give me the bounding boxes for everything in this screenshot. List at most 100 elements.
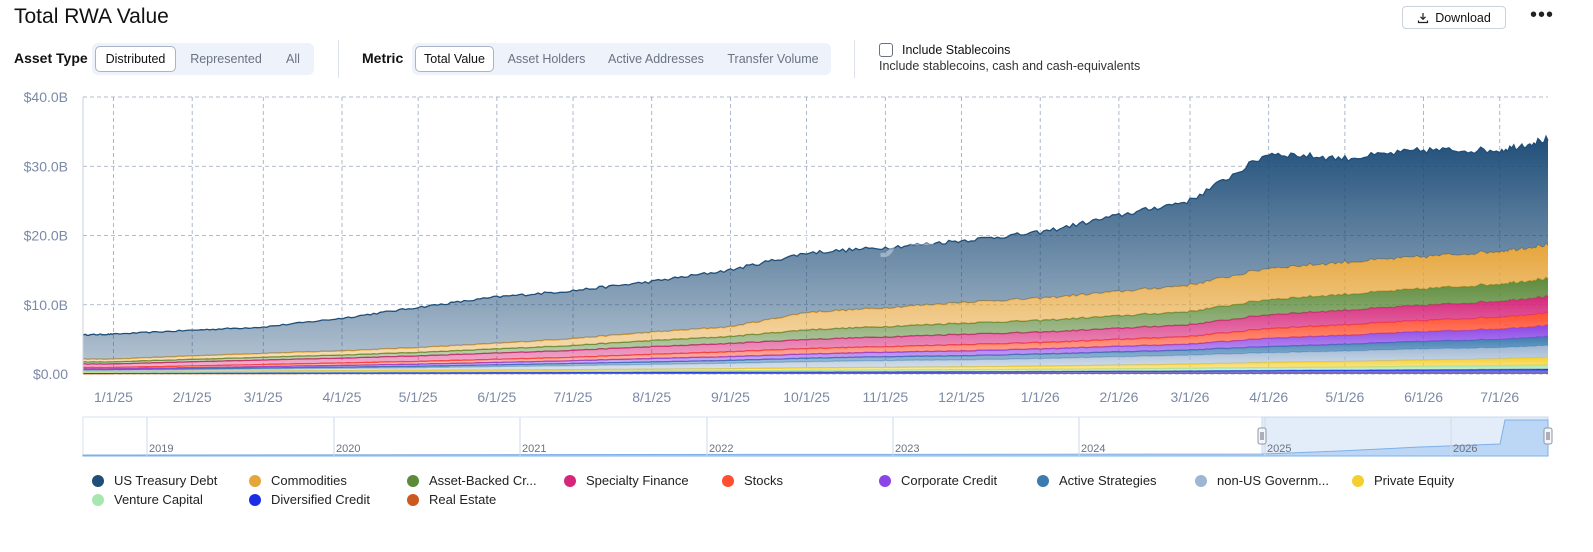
legend-item[interactable]: Stocks xyxy=(722,473,783,488)
legend-swatch xyxy=(92,474,104,487)
x-tick-label: 2/1/25 xyxy=(173,389,212,405)
navigator-year-label: 2019 xyxy=(149,443,173,455)
area-private-equity[interactable] xyxy=(83,357,1548,373)
navigator-year-label: 2022 xyxy=(709,443,733,455)
asset-type-distributed[interactable]: Distributed xyxy=(95,46,176,72)
navigator-year-label: 2024 xyxy=(1081,443,1105,455)
navigator-year-label: 2025 xyxy=(1267,443,1291,455)
watermark-globe-icon xyxy=(687,204,735,252)
legend-label: Specialty Finance xyxy=(586,473,689,488)
legend-label: Venture Capital xyxy=(114,492,203,507)
y-tick-label: $20.0B xyxy=(24,228,68,244)
asset-type-label: Asset Type xyxy=(14,50,88,66)
legend-item[interactable]: non-US Governm... xyxy=(1195,473,1329,488)
asset-type-toggle: Distributed Represented All xyxy=(92,43,314,75)
x-tick-label: 5/1/25 xyxy=(399,389,438,405)
legend-swatch xyxy=(92,493,104,506)
legend-item[interactable]: Commodities xyxy=(249,473,347,488)
navigator-year-label: 2023 xyxy=(895,443,919,455)
metric-transfer-volume[interactable]: Transfer Volume xyxy=(727,52,819,66)
legend-label: Corporate Credit xyxy=(901,473,998,488)
x-tick-label: 4/1/26 xyxy=(1249,389,1288,405)
legend-item[interactable]: Specialty Finance xyxy=(564,473,689,488)
include-stablecoins-checkbox[interactable] xyxy=(879,43,893,57)
legend-swatch xyxy=(879,474,891,487)
x-tick-label: 5/1/26 xyxy=(1325,389,1364,405)
legend-item[interactable]: US Treasury Debt xyxy=(92,473,217,488)
navigator-year-label: 2021 xyxy=(522,443,546,455)
x-tick-label: 9/1/25 xyxy=(711,389,750,405)
legend-item[interactable]: Diversified Credit xyxy=(249,492,370,507)
legend-label: Stocks xyxy=(744,473,784,488)
more-options-icon[interactable]: ••• xyxy=(1530,4,1555,26)
asset-type-all[interactable]: All xyxy=(286,52,300,66)
download-button[interactable]: Download xyxy=(1402,6,1506,29)
metric-asset-holders[interactable]: Asset Holders xyxy=(507,52,586,66)
legend-label: Active Strategies xyxy=(1059,473,1157,488)
asset-type-represented[interactable]: Represented xyxy=(190,52,262,66)
x-tick-label: 12/1/25 xyxy=(938,389,985,405)
legend-item[interactable]: Corporate Credit xyxy=(879,473,997,488)
legend-label: Real Estate xyxy=(429,492,497,507)
y-tick-label: $40.0B xyxy=(24,89,68,105)
legend-swatch xyxy=(1195,474,1207,487)
x-tick-label: 6/1/26 xyxy=(1404,389,1443,405)
watermark-text: rwa.xyz xyxy=(740,193,937,258)
legend-swatch xyxy=(249,474,261,487)
navigator-handle[interactable] xyxy=(1543,427,1553,445)
legend-swatch xyxy=(407,474,419,487)
legend-swatch xyxy=(722,474,734,487)
legend-item[interactable]: Venture Capital xyxy=(92,492,203,507)
navigator-handle[interactable] xyxy=(1257,427,1267,445)
stacked-area-chart[interactable]: rwa.xyz $0.00 $10.0B $20.0B $30.0B $40.0B 1/1… xyxy=(0,80,1593,470)
chart-legend: US Treasury Debt Commodities Asset-Backed … xyxy=(92,473,1572,517)
x-tick-label: 7/1/25 xyxy=(554,389,593,405)
include-stablecoins-label[interactable]: Include Stablecoins xyxy=(902,43,1011,57)
divider xyxy=(338,40,339,78)
globe-outline xyxy=(687,204,735,252)
page-title: Total RWA Value xyxy=(14,5,169,28)
x-tick-label: 4/1/25 xyxy=(323,389,362,405)
navigator-series xyxy=(82,419,1549,457)
area-series[interactable] xyxy=(82,134,1549,375)
metric-active-addresses[interactable]: Active Addresses xyxy=(608,52,704,66)
y-tick-label: $0.00 xyxy=(33,366,68,382)
metric-total-value[interactable]: Total Value xyxy=(415,46,494,72)
legend-label: Private Equity xyxy=(1374,473,1455,488)
x-tick-label: 11/1/25 xyxy=(862,389,908,405)
metric-toggle: Total Value Asset Holders Active Address… xyxy=(412,43,831,75)
axes: $0.00 $10.0B $20.0B $30.0B $40.0B 1/1/25 2/1/2… xyxy=(24,89,1520,405)
y-tick-label: $30.0B xyxy=(24,158,68,174)
download-label: Download xyxy=(1435,10,1491,25)
legend-swatch xyxy=(249,493,261,506)
x-tick-label: 3/1/26 xyxy=(1171,389,1210,405)
legend-label: US Treasury Debt xyxy=(114,473,218,488)
legend-item[interactable]: Private Equity xyxy=(1352,473,1454,488)
legend-swatch xyxy=(564,474,576,487)
x-tick-label: 6/1/25 xyxy=(477,389,516,405)
globe-meridian xyxy=(700,205,722,251)
x-tick-label: 1/1/26 xyxy=(1021,389,1060,405)
metric-label: Metric xyxy=(362,50,404,66)
x-tick-label: 3/1/25 xyxy=(244,389,283,405)
divider xyxy=(854,40,855,78)
legend-label: non-US Governm... xyxy=(1217,473,1329,488)
legend-swatch xyxy=(407,493,419,506)
x-tick-label: 7/1/26 xyxy=(1480,389,1519,405)
legend-swatch xyxy=(1037,474,1049,487)
x-tick-label: 2/1/26 xyxy=(1099,389,1138,405)
legend-label: Diversified Credit xyxy=(271,492,370,507)
download-icon xyxy=(1418,12,1429,23)
legend-label: Commodities xyxy=(271,473,347,488)
area-non-us-government-debt[interactable] xyxy=(83,345,1548,372)
area-us-treasury-debt-line xyxy=(82,134,1549,336)
legend-item[interactable]: Active Strategies xyxy=(1037,473,1157,488)
range-navigator[interactable]: 2019 2020 2021 2022 2023 2024 2025 2026 xyxy=(82,416,1553,457)
legend-item[interactable]: Asset-Backed Cr... xyxy=(407,473,537,488)
watermark: rwa.xyz xyxy=(687,193,937,258)
x-tick-label: 10/1/25 xyxy=(783,389,830,405)
legend-label: Asset-Backed Cr... xyxy=(429,473,537,488)
area-diversified-credit[interactable] xyxy=(83,369,1548,374)
y-tick-label: $10.0B xyxy=(24,297,68,313)
legend-item[interactable]: Real Estate xyxy=(407,492,496,507)
